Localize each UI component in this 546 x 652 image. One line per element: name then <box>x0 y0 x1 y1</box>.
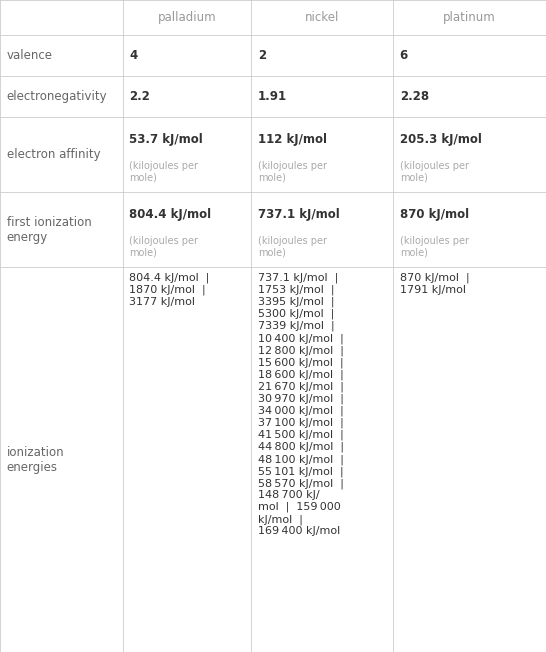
Text: 2: 2 <box>258 50 266 62</box>
Text: ionization
energies: ionization energies <box>7 446 64 473</box>
Text: (kilojoules per
mole): (kilojoules per mole) <box>400 160 468 182</box>
Text: (kilojoules per
mole): (kilojoules per mole) <box>129 235 198 257</box>
Text: 2.28: 2.28 <box>400 91 429 103</box>
Text: 4: 4 <box>129 50 138 62</box>
Text: 6: 6 <box>400 50 408 62</box>
Text: 53.7 kJ/mol: 53.7 kJ/mol <box>129 134 203 146</box>
Text: palladium: palladium <box>158 11 216 24</box>
Text: (kilojoules per
mole): (kilojoules per mole) <box>400 235 468 257</box>
Text: (kilojoules per
mole): (kilojoules per mole) <box>129 160 198 182</box>
Text: valence: valence <box>7 50 52 62</box>
Text: (kilojoules per
mole): (kilojoules per mole) <box>258 160 327 182</box>
Text: 737.1 kJ/mol: 737.1 kJ/mol <box>258 209 340 221</box>
Text: 205.3 kJ/mol: 205.3 kJ/mol <box>400 134 482 146</box>
Text: electron affinity: electron affinity <box>7 149 100 161</box>
Text: 112 kJ/mol: 112 kJ/mol <box>258 134 327 146</box>
Text: 737.1 kJ/mol  |
1753 kJ/mol  |
3395 kJ/mol  |
5300 kJ/mol  |
7339 kJ/mol  |
10 4: 737.1 kJ/mol | 1753 kJ/mol | 3395 kJ/mol… <box>258 273 344 536</box>
Text: 2.2: 2.2 <box>129 91 150 103</box>
Text: 870 kJ/mol: 870 kJ/mol <box>400 209 469 221</box>
Text: 804.4 kJ/mol: 804.4 kJ/mol <box>129 209 211 221</box>
Text: 804.4 kJ/mol  |
1870 kJ/mol  |
3177 kJ/mol: 804.4 kJ/mol | 1870 kJ/mol | 3177 kJ/mol <box>129 273 210 306</box>
Text: electronegativity: electronegativity <box>7 91 107 103</box>
Text: nickel: nickel <box>305 11 339 24</box>
Text: 1.91: 1.91 <box>258 91 287 103</box>
Text: (kilojoules per
mole): (kilojoules per mole) <box>258 235 327 257</box>
Text: 870 kJ/mol  |
1791 kJ/mol: 870 kJ/mol | 1791 kJ/mol <box>400 273 470 295</box>
Text: platinum: platinum <box>443 11 496 24</box>
Text: first ionization
energy: first ionization energy <box>7 216 91 244</box>
